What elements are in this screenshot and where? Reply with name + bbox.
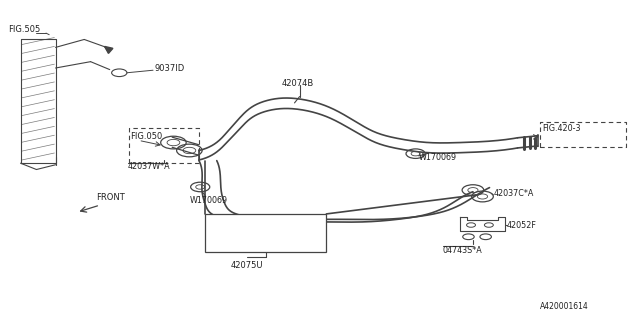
Text: FIG.050: FIG.050 <box>130 132 163 141</box>
Text: W170069: W170069 <box>419 153 457 162</box>
Text: 04743S*A: 04743S*A <box>443 246 483 255</box>
Text: 42052F: 42052F <box>507 220 536 229</box>
Text: 42037W*A: 42037W*A <box>127 163 170 172</box>
Text: 42075U: 42075U <box>230 261 263 270</box>
Text: 42037C*A: 42037C*A <box>493 189 534 198</box>
Text: A420001614: A420001614 <box>540 302 589 311</box>
Text: FIG.420-3: FIG.420-3 <box>541 124 580 133</box>
Polygon shape <box>104 46 113 53</box>
Text: 9037ID: 9037ID <box>154 63 184 73</box>
Text: FRONT: FRONT <box>96 193 124 202</box>
Text: FIG.505: FIG.505 <box>8 25 40 35</box>
Text: W170069: W170069 <box>189 196 227 205</box>
Text: 42074B: 42074B <box>282 79 314 88</box>
Bar <box>205 214 326 252</box>
